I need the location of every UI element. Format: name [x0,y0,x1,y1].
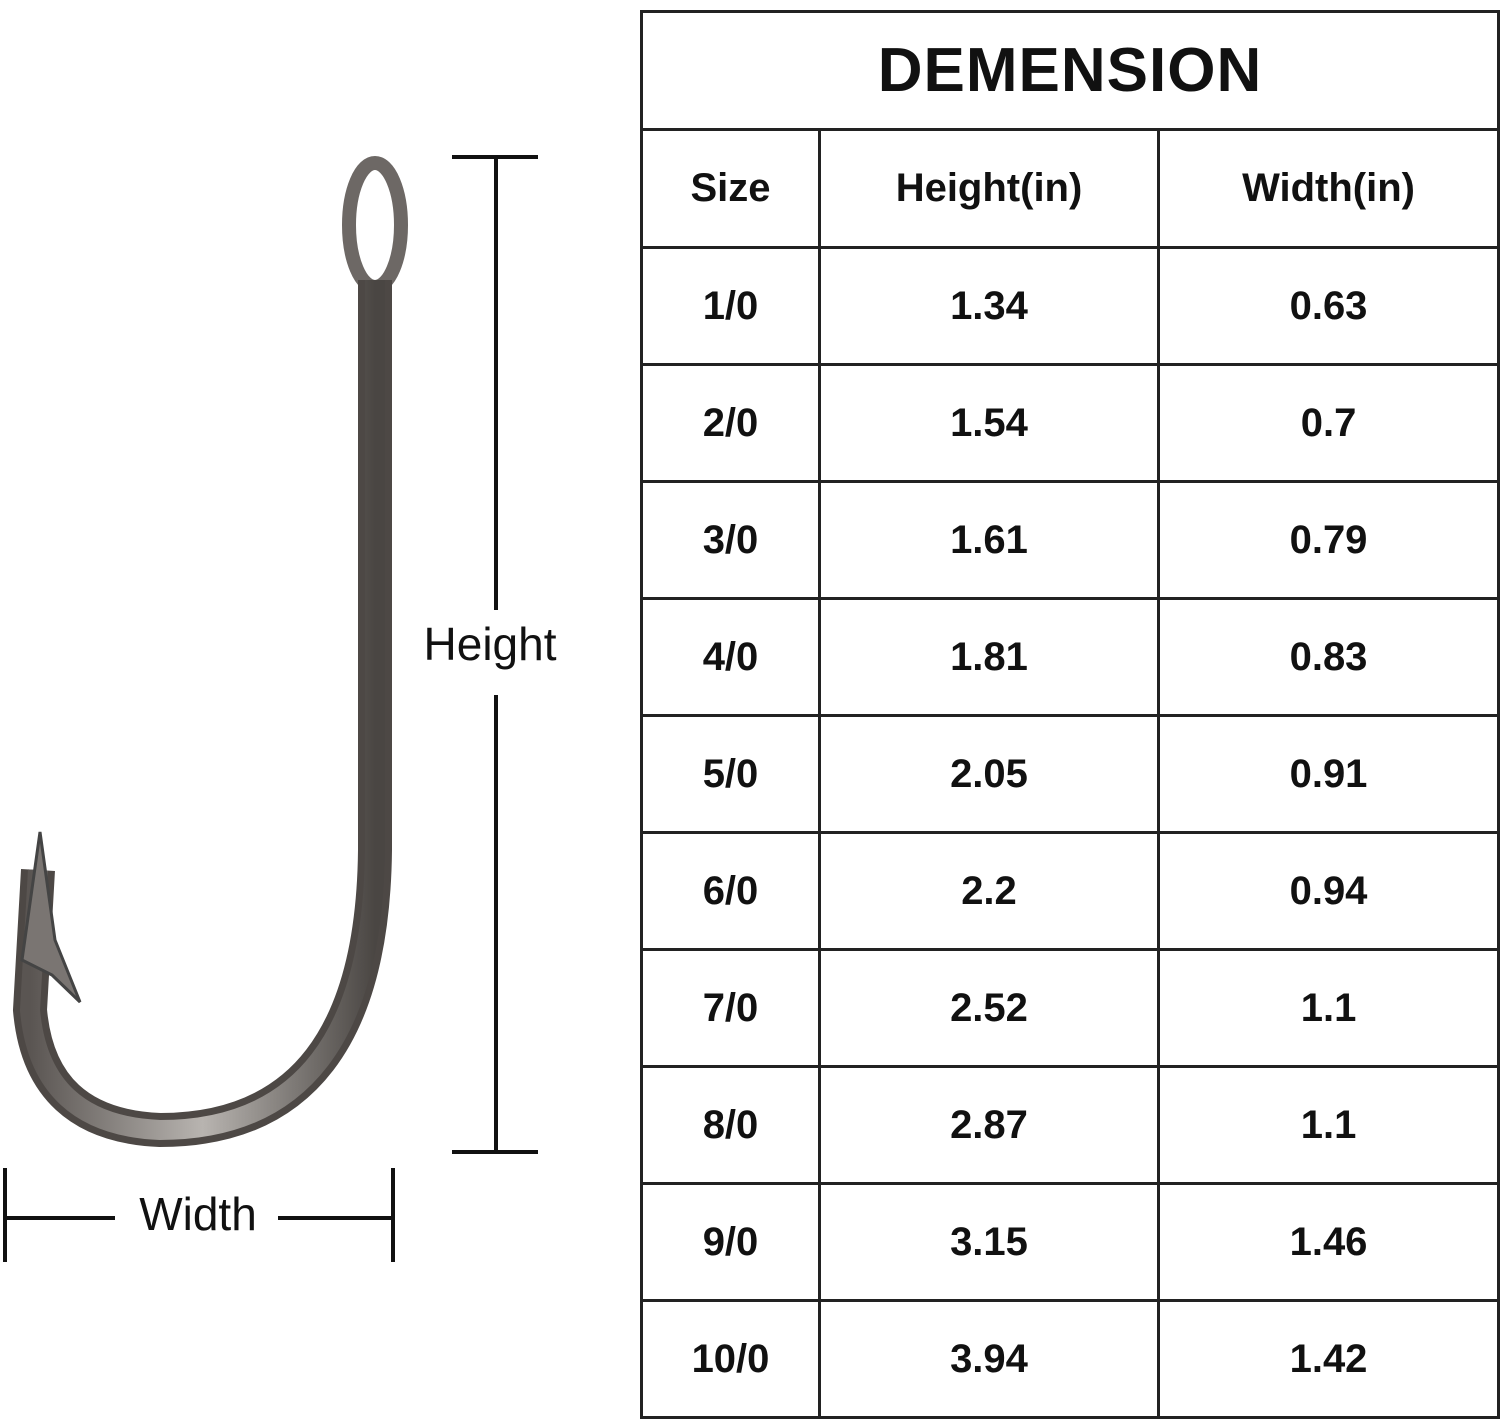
table-cell: 2/0 [640,363,821,483]
table-row: 8/0 2.87 1.1 [640,1065,1500,1185]
table-row: 7/0 2.52 1.1 [640,948,1500,1068]
table-cell: 7/0 [640,948,821,1068]
dimension-table: DEMENSION Size Height(in) Width(in) 1/0 1.3… [639,10,1500,1419]
table-cell: 3/0 [640,480,821,600]
column-header: Size [640,128,821,249]
table-cell: 10/0 [640,1299,821,1419]
table-row: 3/0 1.61 0.79 [640,480,1500,600]
table-cell: 6/0 [640,831,821,951]
table-row: 4/0 1.81 0.83 [640,597,1500,717]
header-row: Size Height(in) Width(in) [640,128,1500,249]
column-header: Height(in) [818,128,1160,249]
table-cell: 1.42 [1156,1299,1500,1419]
table-cell: 1.54 [818,363,1160,483]
table-cell: 8/0 [640,1065,821,1185]
table-cell: 2.52 [818,948,1160,1068]
table-cell: 1.46 [1156,1182,1500,1302]
table-cell: 1.1 [1156,948,1500,1068]
table-cell: 1.81 [818,597,1160,717]
table-cell: 1.61 [818,480,1160,600]
table-row: 5/0 2.05 0.91 [640,714,1500,834]
table-cell: 9/0 [640,1182,821,1302]
table-cell: 4/0 [640,597,821,717]
table-cell: 0.94 [1156,831,1500,951]
height-dimension [452,155,538,1154]
table-cell: 5/0 [640,714,821,834]
table-cell: 1/0 [640,246,821,366]
table-title: DEMENSION [639,10,1500,131]
table-cell: 2.05 [818,714,1160,834]
table-cell: 0.91 [1156,714,1500,834]
table-row: 1/0 1.34 0.63 [640,246,1500,366]
table-row: 10/0 3.94 1.42 [640,1299,1500,1419]
table-cell: 1.34 [818,246,1160,366]
table-cell: 2.87 [818,1065,1160,1185]
table-cell: 3.15 [818,1182,1160,1302]
hook [12,156,408,1148]
table-row: 9/0 3.15 1.46 [640,1182,1500,1302]
table-body: 1/0 1.34 0.63 2/0 1.54 0.7 3/0 1.61 0.79 4/0 1.81 0… [640,246,1500,1419]
height-label: Height [424,618,557,670]
table-cell: 3.94 [818,1299,1160,1419]
width-dimension [3,1168,395,1262]
column-header: Width(in) [1156,128,1500,249]
table-row: 6/0 2.2 0.94 [640,831,1500,951]
table-cell: 0.63 [1156,246,1500,366]
table-cell: 1.1 [1156,1065,1500,1185]
width-label: Width [139,1188,257,1240]
table-cell: 0.79 [1156,480,1500,600]
table-cell: 0.83 [1156,597,1500,717]
hook-illustration: Height Width [3,155,557,1262]
table-cell: 2.2 [818,831,1160,951]
table-row: 2/0 1.54 0.7 [640,363,1500,483]
table-cell: 0.7 [1156,363,1500,483]
